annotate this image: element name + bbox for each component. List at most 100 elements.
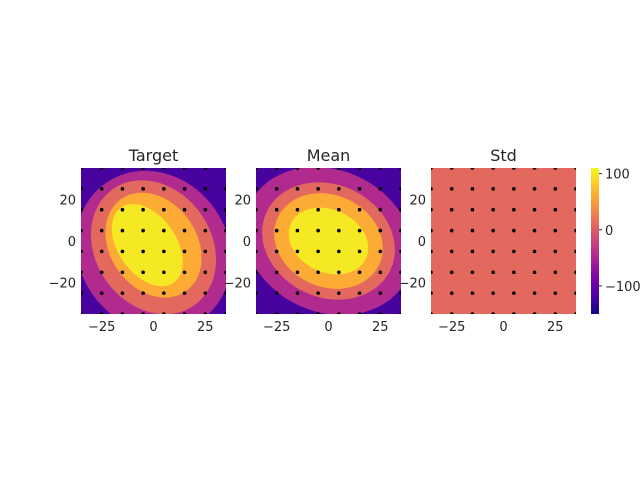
- sample-point: [81, 270, 83, 275]
- sample-point: [378, 168, 383, 170]
- sample-point: [553, 312, 558, 314]
- sample-point: [295, 187, 300, 191]
- sample-point: [224, 207, 226, 212]
- sample-point: [274, 207, 279, 212]
- sample-point: [399, 207, 401, 212]
- sample-point: [449, 187, 454, 191]
- sample-point: [532, 291, 537, 295]
- sample-point: [574, 270, 576, 275]
- x-tick-label: −25: [263, 320, 290, 335]
- sample-point: [162, 187, 166, 191]
- sample-point: [431, 207, 433, 212]
- sample-point: [399, 270, 401, 275]
- sample-point: [203, 249, 208, 254]
- sample-point: [203, 291, 208, 295]
- sample-point: [224, 270, 226, 275]
- sample-point: [224, 228, 226, 233]
- sample-point: [574, 228, 576, 233]
- sample-point: [295, 207, 300, 212]
- y-tick-label: 0: [418, 235, 426, 250]
- sample-point: [316, 207, 320, 212]
- sample-point: [357, 270, 362, 275]
- sample-point: [81, 228, 83, 233]
- sample-point: [162, 207, 166, 212]
- sample-point: [182, 291, 187, 295]
- sample-point: [491, 168, 495, 170]
- y-tick-label: 20: [409, 193, 426, 208]
- sample-point: [357, 291, 362, 295]
- sample-point: [316, 249, 320, 254]
- sample-point: [491, 312, 495, 314]
- x-tick-label: 25: [547, 320, 564, 335]
- sample-point: [203, 207, 208, 212]
- sample-point: [224, 168, 226, 170]
- sample-point: [274, 187, 279, 191]
- panel-std: Std −25 0 25 20 0 −20: [399, 146, 576, 335]
- sample-point: [182, 168, 187, 170]
- sample-point: [182, 249, 187, 254]
- x-tick-label: −25: [438, 320, 465, 335]
- sample-point: [470, 249, 475, 254]
- sample-point: [470, 187, 475, 191]
- sample-point: [378, 207, 383, 212]
- sample-point: [553, 228, 558, 233]
- sample-point: [120, 270, 125, 275]
- panel-title: Target: [128, 146, 179, 165]
- y-tick-label: 20: [234, 193, 251, 208]
- sample-point: [378, 312, 383, 314]
- sample-point: [574, 312, 576, 314]
- sample-point: [491, 270, 495, 275]
- sample-point: [162, 291, 166, 295]
- sample-point: [141, 168, 145, 170]
- sample-point: [224, 249, 226, 254]
- x-tick-label: 25: [197, 320, 214, 335]
- sample-point: [532, 228, 537, 233]
- x-tick-label: 25: [372, 320, 389, 335]
- sample-point: [512, 228, 516, 233]
- sample-point: [574, 207, 576, 212]
- sample-point: [431, 168, 433, 170]
- sample-point: [512, 249, 516, 254]
- panel-target: Target −25 0 25 20 0 −20: [49, 146, 226, 335]
- sample-point: [574, 187, 576, 191]
- sample-point: [357, 187, 362, 191]
- sample-point: [357, 207, 362, 212]
- sample-point: [357, 168, 362, 170]
- sample-point: [203, 187, 208, 191]
- sample-point: [274, 168, 279, 170]
- sample-point: [574, 168, 576, 170]
- sample-point: [224, 187, 226, 191]
- sample-point: [182, 207, 187, 212]
- sample-point: [99, 228, 104, 233]
- sample-point: [81, 291, 83, 295]
- sample-point: [120, 168, 125, 170]
- panel-title: Std: [490, 146, 517, 165]
- sample-point: [399, 168, 401, 170]
- sample-point: [378, 291, 383, 295]
- sample-point: [378, 187, 383, 191]
- sample-point: [99, 270, 104, 275]
- sample-point: [491, 228, 495, 233]
- sample-point: [256, 312, 258, 314]
- sample-point: [274, 312, 279, 314]
- sample-point: [274, 249, 279, 254]
- sample-point: [553, 168, 558, 170]
- sample-point: [553, 270, 558, 275]
- sample-point: [449, 168, 454, 170]
- sample-point: [99, 249, 104, 254]
- colorbar-gradient: [591, 168, 599, 314]
- sample-point: [203, 312, 208, 314]
- sample-point: [81, 187, 83, 191]
- sample-point: [120, 249, 125, 254]
- sample-point: [256, 270, 258, 275]
- y-tick-label: −20: [224, 277, 251, 292]
- sample-point: [491, 291, 495, 295]
- sample-point: [553, 291, 558, 295]
- sample-point: [295, 249, 300, 254]
- sample-point: [81, 168, 83, 170]
- sample-point: [449, 228, 454, 233]
- x-tick-label: −25: [88, 320, 115, 335]
- sample-point: [141, 187, 145, 191]
- sample-point: [316, 270, 320, 275]
- sample-point: [512, 168, 516, 170]
